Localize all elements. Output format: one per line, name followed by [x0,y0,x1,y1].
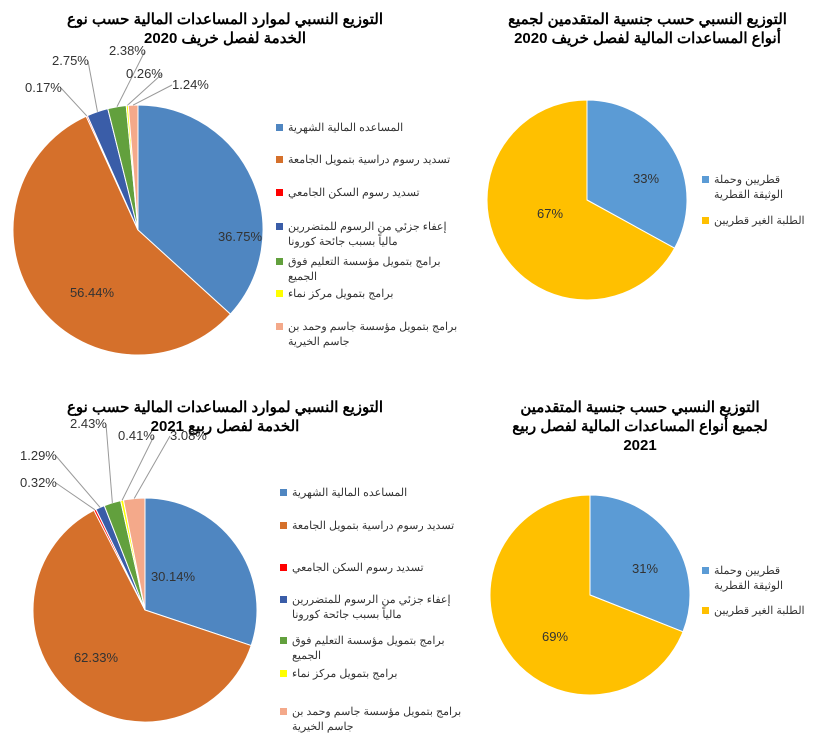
legend-swatch [276,223,283,230]
pie-slice [586,99,688,249]
legend-item: برامج بتمويل مؤسسة التعليم فوق الجميع [280,634,467,664]
legend-item: قطريين وحملة الوثيقة القطرية [702,173,809,203]
pie-slice [144,497,258,647]
legend-item: إعفاء جزئي من الرسوم للمتضررين مالياً بس… [280,593,467,623]
legend-item: برامج بتمويل مؤسسة جاسم وحمد بن جاسم الخ… [280,705,467,735]
legend-item: برامج بتمويل مركز نماء [276,287,463,302]
data-label: 0.32% [20,475,57,490]
legend-swatch [280,708,287,715]
legend-item: تسديد رسوم دراسية بتمويل الجامعة [276,153,463,168]
chart-4-title: التوزيع النسبي حسب جنسية المتقدمين لجميع… [512,399,768,454]
legend-item: الطلبة الغير قطريين [702,214,809,229]
pie-slice [12,115,232,356]
legend-item: الطلبة الغير قطريين [702,604,809,619]
legend-label: برامج بتمويل مؤسسة التعليم فوق الجميع [288,256,441,283]
data-label: 0.17% [25,80,62,95]
leader-line [126,73,163,106]
legend-label: تسديد رسوم السكن الجامعي [288,187,420,199]
legend-item: تسديد رسوم دراسية بتمويل الجامعة [280,519,467,534]
leader-line [55,455,101,508]
data-label: 2.43% [70,416,107,431]
data-label: 36.75% [218,229,263,244]
legend-label: المساعده المالية الشهرية [288,122,404,134]
legend-item: المساعده المالية الشهرية [280,486,467,501]
legend-item: تسديد رسوم السكن الجامعي [280,561,467,576]
legend-swatch [276,290,283,297]
chart-1-title: التوزيع النسبي لموارد المساعدات المالية … [66,11,384,47]
legend-label: الطلبة الغير قطريين [714,215,805,227]
legend-label: الطلبة الغير قطريين [714,605,805,617]
legend-label: برامج بتمويل مركز نماء [288,288,394,300]
leader-line [116,50,146,108]
data-label: 30.14% [151,569,196,584]
legend-swatch [276,124,283,131]
legend-swatch [702,567,709,574]
pie-slice [486,99,676,301]
pie-slice [489,494,684,696]
legend-swatch [276,189,283,196]
legend-swatch [280,522,287,529]
legend-swatch [276,323,283,330]
legend-item: برامج بتمويل مؤسسة جاسم وحمد بن جاسم الخ… [276,320,463,350]
legend-label: برامج بتمويل مؤسسة جاسم وحمد بن جاسم الخ… [288,321,458,348]
data-label: 31% [632,561,658,576]
legend-label: برامج بتمويل مؤسسة التعليم فوق الجميع [292,635,445,662]
leader-line [87,60,98,112]
data-label: 33% [633,171,659,186]
legend-label: إعفاء جزئي من الرسوم للمتضررين مالياً بس… [292,594,451,621]
pie-slice [32,509,252,723]
legend-label: تسديد رسوم دراسية بتمويل الجامعة [292,520,455,532]
data-label: 69% [542,629,568,644]
legend-swatch [276,258,283,265]
data-label: 1.24% [172,77,209,92]
leader-line [121,435,155,501]
legend-item: برامج بتمويل مؤسسة التعليم فوق الجميع [276,255,463,285]
leader-line [105,423,113,503]
chart-3-title: التوزيع النسبي لموارد المساعدات المالية … [66,399,384,435]
legend-swatch [280,670,287,677]
legend-label: قطريين وحملة الوثيقة القطرية [714,174,784,201]
legend-swatch [702,176,709,183]
chart-2-title: التوزيع النسبي حسب جنسية المتقدمين لجميع… [508,11,787,47]
legend-label: إعفاء جزئي من الرسوم للمتضررين مالياً بس… [288,221,447,248]
data-label: 0.41% [118,428,155,443]
legend-swatch [702,217,709,224]
data-label: 56.44% [70,285,115,300]
legend-swatch [280,596,287,603]
data-label: 2.75% [52,53,89,68]
legend-swatch [276,156,283,163]
legend-label: تسديد رسوم السكن الجامعي [292,562,424,574]
data-label: 67% [537,206,563,221]
data-label: 62.33% [74,650,119,665]
leader-line [60,87,88,117]
legend-swatch [280,489,287,496]
legend-label: برامج بتمويل مركز نماء [292,668,398,680]
data-label: 1.29% [20,448,57,463]
legend-swatch [280,564,287,571]
pie-slice [589,494,691,633]
legend-item: المساعده المالية الشهرية [276,121,463,136]
data-label: 2.38% [109,43,146,58]
legend-swatch [280,637,287,644]
leader-line [133,435,171,499]
legend-item: برامج بتمويل مركز نماء [280,667,467,682]
data-label: 0.26% [126,66,163,81]
legend-item: قطريين وحملة الوثيقة القطرية [702,564,809,594]
legend-label: المساعده المالية الشهرية [292,487,408,499]
legend-item: إعفاء جزئي من الرسوم للمتضررين مالياً بس… [276,220,463,250]
legend-label: قطريين وحملة الوثيقة القطرية [714,565,784,592]
data-label: 3.08% [170,428,207,443]
leader-line [55,482,96,511]
pie-slice [137,104,264,315]
legend-swatch [702,607,709,614]
legend-label: برامج بتمويل مؤسسة جاسم وحمد بن جاسم الخ… [292,706,462,733]
pie-slice [122,497,146,611]
legend-label: تسديد رسوم دراسية بتمويل الجامعة [288,154,451,166]
legend-item: تسديد رسوم السكن الجامعي [276,186,463,201]
leader-line [132,84,173,106]
